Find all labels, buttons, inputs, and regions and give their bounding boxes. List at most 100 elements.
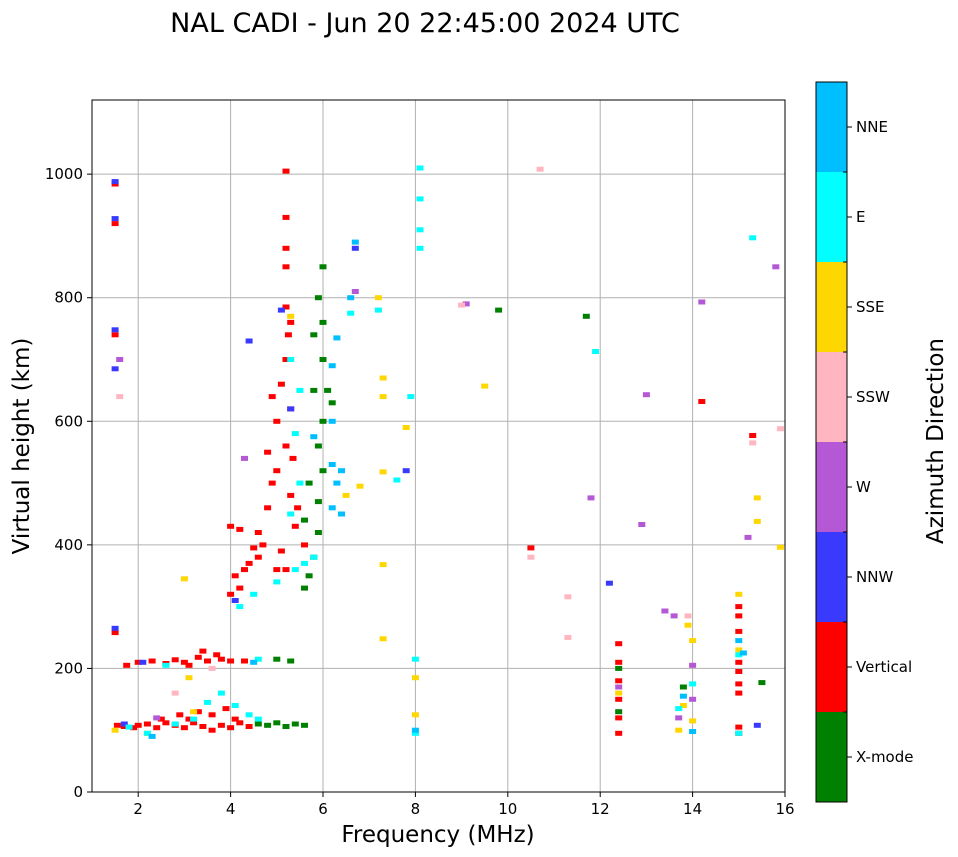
data-point-w bbox=[689, 662, 697, 668]
data-point-vertical bbox=[254, 530, 262, 535]
data-point-e bbox=[190, 716, 198, 722]
colorbar-tick-label: X-mode bbox=[856, 748, 913, 766]
data-point-nnw bbox=[245, 338, 253, 344]
data-point-x-mode bbox=[319, 418, 327, 424]
data-point-w bbox=[744, 534, 752, 540]
data-point-vertical bbox=[185, 716, 193, 722]
data-point-nne bbox=[328, 363, 336, 369]
data-point-nnw bbox=[139, 659, 147, 665]
data-point-nne bbox=[411, 727, 419, 733]
data-point-vertical bbox=[148, 658, 156, 664]
data-point-vertical bbox=[294, 505, 302, 511]
data-point-w bbox=[642, 392, 650, 398]
data-point-vertical bbox=[236, 526, 244, 532]
data-point-nnw bbox=[111, 327, 119, 333]
data-point-x-mode bbox=[314, 295, 322, 301]
data-point-vertical bbox=[254, 554, 262, 560]
data-point-sse bbox=[753, 495, 761, 501]
data-point-vertical bbox=[231, 716, 239, 722]
data-point-nne bbox=[689, 729, 697, 734]
data-point-vertical bbox=[180, 725, 188, 731]
data-point-x-mode bbox=[301, 585, 308, 591]
colorbar-segment-e bbox=[816, 172, 847, 262]
data-point-x-mode bbox=[615, 709, 623, 715]
data-point-sse bbox=[111, 727, 119, 733]
data-point-e bbox=[411, 730, 419, 736]
data-point-ssw bbox=[776, 426, 784, 432]
x-tick-label: 14 bbox=[683, 800, 702, 818]
data-point-vertical bbox=[277, 548, 285, 554]
data-point-w bbox=[661, 608, 669, 614]
colorbar-segment-vertical bbox=[816, 622, 847, 712]
data-point-nne bbox=[333, 335, 341, 341]
data-point-ssw bbox=[564, 635, 572, 640]
data-point-nne bbox=[338, 468, 345, 474]
data-point-vertical bbox=[615, 659, 623, 665]
data-point-e bbox=[301, 560, 308, 566]
data-point-vertical bbox=[111, 630, 119, 636]
data-point-sse bbox=[379, 469, 387, 475]
data-point-vertical bbox=[273, 418, 281, 424]
data-point-ssw bbox=[527, 554, 535, 560]
x-tick-label: 8 bbox=[411, 800, 421, 818]
data-point-vertical bbox=[245, 560, 253, 566]
data-point-e bbox=[689, 681, 697, 687]
data-point-w bbox=[638, 522, 646, 527]
data-point-nnw bbox=[605, 580, 613, 586]
data-point-e bbox=[291, 567, 299, 573]
data-point-e bbox=[250, 591, 258, 597]
colorbar-segment-sse bbox=[816, 262, 847, 352]
data-point-nne bbox=[328, 505, 336, 511]
data-point-vertical bbox=[273, 567, 281, 573]
data-point-ssw bbox=[208, 665, 216, 671]
data-point-nne bbox=[679, 693, 687, 699]
data-point-vertical bbox=[231, 573, 239, 579]
data-point-e bbox=[407, 394, 415, 400]
data-point-sse bbox=[753, 518, 761, 524]
data-point-vertical bbox=[282, 214, 290, 220]
data-point-w bbox=[615, 684, 623, 690]
y-tick-label: 0 bbox=[73, 783, 83, 801]
data-point-e bbox=[347, 310, 355, 316]
data-point-vertical bbox=[241, 567, 248, 573]
data-point-e bbox=[171, 721, 179, 727]
data-point-sse bbox=[379, 636, 387, 642]
data-point-sse bbox=[379, 394, 387, 400]
data-point-vertical bbox=[199, 724, 207, 729]
data-point-x-mode bbox=[324, 387, 332, 393]
x-tick-label: 6 bbox=[318, 800, 328, 818]
data-point-vertical bbox=[217, 656, 225, 662]
data-point-sse bbox=[185, 675, 193, 681]
data-point-sse bbox=[374, 295, 382, 301]
colorbar-tick-label: SSE bbox=[856, 298, 885, 316]
data-point-e bbox=[411, 656, 419, 662]
colorbar-label: Azimuth Direction bbox=[923, 338, 949, 544]
data-point-ssw bbox=[116, 394, 124, 400]
data-point-vertical bbox=[153, 725, 161, 731]
data-point-vertical bbox=[282, 168, 290, 174]
data-point-nnw bbox=[111, 216, 119, 222]
data-point-e bbox=[675, 706, 683, 712]
data-point-sse bbox=[735, 591, 743, 597]
data-point-vertical bbox=[185, 662, 193, 668]
data-point-vertical bbox=[264, 505, 272, 511]
data-point-e bbox=[125, 724, 133, 730]
data-point-vertical bbox=[236, 585, 244, 591]
chart-title: NAL CADI - Jun 20 22:45:00 2024 UTC bbox=[170, 8, 680, 39]
data-point-vertical bbox=[245, 724, 253, 729]
data-point-vertical bbox=[113, 722, 121, 728]
data-point-vertical bbox=[284, 332, 292, 338]
colorbar-segment-nnw bbox=[816, 532, 847, 622]
data-point-w bbox=[689, 696, 697, 702]
data-point-e bbox=[416, 165, 424, 171]
data-point-w bbox=[153, 715, 161, 721]
data-point-sse bbox=[190, 709, 198, 715]
data-point-sse bbox=[411, 712, 419, 718]
data-point-vertical bbox=[208, 727, 216, 733]
data-point-x-mode bbox=[328, 400, 336, 406]
colorbar-tick-label: NNW bbox=[856, 568, 893, 586]
data-point-e bbox=[296, 480, 304, 486]
data-point-vertical bbox=[698, 399, 706, 404]
data-point-vertical bbox=[217, 722, 225, 728]
data-point-vertical bbox=[264, 449, 272, 455]
